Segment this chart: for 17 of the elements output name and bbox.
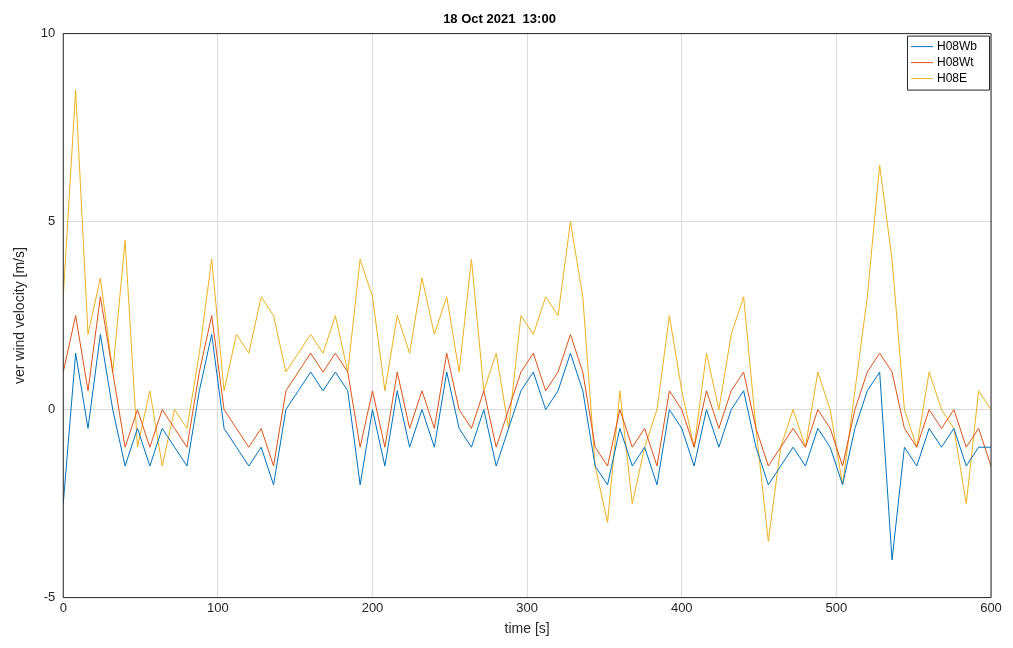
x-tick-label: 100: [207, 599, 229, 615]
x-tick-label: 300: [516, 599, 538, 615]
x-tick-label: 500: [825, 599, 848, 615]
y-tick-label: -5: [43, 589, 56, 605]
legend-label: H08Wt: [936, 54, 975, 69]
legend-label: H08Wb: [936, 38, 978, 53]
x-tick-label: 0: [59, 599, 67, 615]
x-tick-label: 200: [361, 599, 384, 615]
x-tick-label: 600: [980, 599, 1002, 615]
legend-label: H08E: [936, 70, 968, 85]
y-tick-label: 5: [48, 213, 56, 229]
chart-title: 18 Oct 2021 13:00: [443, 11, 556, 27]
y-tick-label: 10: [40, 25, 56, 41]
x-axis-title: time [s]: [504, 620, 550, 637]
y-tick-label: 0: [48, 401, 56, 417]
x-tick-label: 400: [670, 599, 693, 615]
y-axis-title: ver wind velocity [m/s]: [11, 247, 28, 385]
